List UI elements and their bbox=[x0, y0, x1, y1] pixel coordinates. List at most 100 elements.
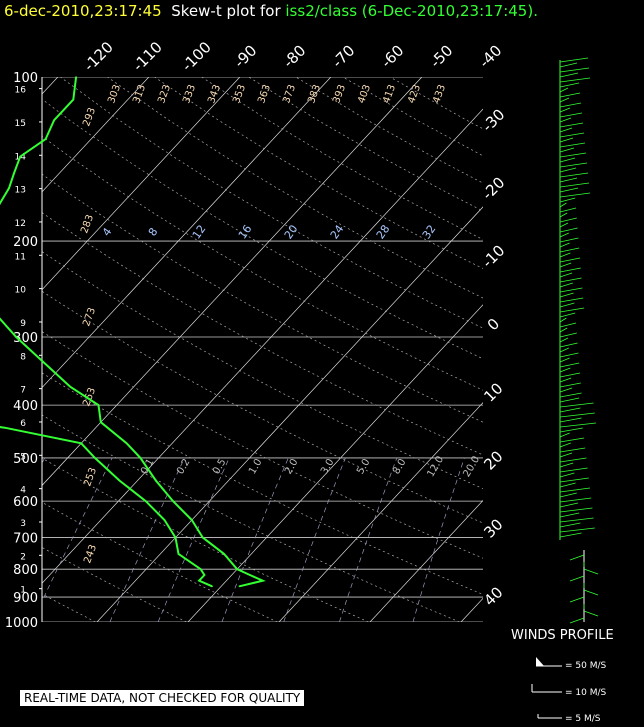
wind-barb bbox=[559, 467, 588, 473]
dewpoint-profile-point bbox=[118, 479, 121, 482]
quality-notice: REAL-TIME DATA, NOT CHECKED FOR QUALITY bbox=[20, 690, 305, 706]
temperature-profile-point bbox=[97, 404, 100, 406]
moist-label: 8.0 bbox=[391, 457, 408, 476]
wind-barb bbox=[559, 192, 591, 198]
wind-barb bbox=[559, 107, 571, 113]
wind-barb bbox=[559, 512, 580, 518]
dry-adiabat-label: 383 bbox=[306, 83, 323, 105]
wind-barb bbox=[559, 437, 585, 443]
wind-barb bbox=[559, 172, 589, 178]
wind-barb bbox=[559, 102, 582, 108]
wind-barb bbox=[559, 127, 573, 133]
wind-barb bbox=[559, 357, 570, 363]
temperature-profile-point bbox=[69, 385, 71, 388]
mixing-ratio-label: 20 bbox=[282, 223, 301, 242]
wind-barb bbox=[559, 462, 574, 468]
dry-adiabat bbox=[295, 77, 483, 184]
wind-barb bbox=[559, 132, 585, 138]
dry-adiabat bbox=[42, 173, 483, 423]
wind-barb bbox=[559, 112, 583, 118]
temp-top-label: -60 bbox=[377, 41, 407, 71]
wind-barb bbox=[559, 367, 571, 373]
isotherm-line bbox=[42, 108, 483, 584]
wind-barb bbox=[559, 62, 578, 68]
legend-flag-50 bbox=[536, 657, 544, 666]
wind-barb bbox=[559, 117, 572, 123]
pressure-tick-label: 1000 bbox=[5, 616, 38, 631]
wind-barb bbox=[559, 497, 592, 503]
wind-barb bbox=[569, 554, 585, 561]
wind-layer bbox=[531, 57, 599, 719]
dewpoint-profile-point bbox=[203, 574, 206, 576]
mixing-ratio-line bbox=[412, 457, 465, 622]
wind-barb bbox=[559, 492, 577, 498]
wind-barb bbox=[559, 382, 581, 388]
wind-barb bbox=[559, 392, 582, 398]
dry-adiabat bbox=[154, 77, 483, 269]
wind-barb bbox=[559, 77, 591, 83]
mixing-ratio-line bbox=[42, 457, 113, 603]
wind-barb bbox=[559, 257, 581, 263]
wind-barb bbox=[559, 252, 571, 258]
dewpoint-profile-point bbox=[211, 585, 213, 588]
wind-barb bbox=[559, 97, 570, 103]
dry-adiabat-label: 273 bbox=[81, 306, 98, 328]
dry-adiabat-label: 433 bbox=[431, 83, 448, 105]
mixing-ratio-line bbox=[109, 457, 185, 622]
mixing-ratio-line bbox=[339, 457, 398, 622]
wind-barb bbox=[559, 372, 581, 378]
wind-barb bbox=[559, 277, 582, 283]
height-tick-label: 8 bbox=[20, 352, 26, 362]
wind-barb bbox=[559, 202, 567, 208]
temp-right-label: 20 bbox=[480, 447, 506, 473]
mixing-ratio-label: 8 bbox=[146, 225, 161, 238]
wind-barb bbox=[559, 87, 569, 93]
temperature-profile-point bbox=[19, 155, 22, 158]
temp-right-label: -10 bbox=[478, 241, 508, 271]
wind-legend-10: = 10 M/S bbox=[565, 688, 607, 698]
temp-right-label: 10 bbox=[480, 379, 506, 405]
wind-barb bbox=[559, 327, 568, 333]
temperature-profile-point bbox=[8, 187, 10, 189]
wind-barb bbox=[559, 287, 583, 293]
wind-barb bbox=[559, 242, 570, 248]
mixing-ratio-label: 24 bbox=[328, 223, 347, 242]
pressure-tick-label: 900 bbox=[13, 591, 38, 606]
dry-adiabat-label: 243 bbox=[82, 543, 99, 565]
mixing-ratio-label: 32 bbox=[420, 223, 439, 242]
dry-adiabat bbox=[42, 457, 369, 622]
wind-barb bbox=[559, 502, 579, 508]
dry-adiabat bbox=[42, 414, 460, 622]
wind-barb bbox=[583, 589, 599, 596]
dewpoint-profile-point bbox=[144, 500, 147, 502]
wind-barb bbox=[559, 317, 567, 323]
wind-barb bbox=[559, 342, 578, 348]
dry-adiabat-label: 333 bbox=[181, 83, 198, 105]
wind-barb bbox=[559, 442, 571, 448]
temperature-profile-point bbox=[100, 421, 102, 424]
dry-adiabat bbox=[42, 98, 483, 360]
temp-top-label: -50 bbox=[426, 41, 456, 71]
mixing-ratio-line bbox=[221, 457, 289, 622]
dewpoint-profile bbox=[0, 426, 213, 588]
temp-top-label: -120 bbox=[80, 38, 117, 75]
temp-right-label: 30 bbox=[480, 515, 506, 541]
temperature-profile-point bbox=[13, 172, 15, 174]
dewpoint-profile-point bbox=[163, 519, 166, 521]
dry-adiabat bbox=[42, 547, 187, 622]
wind-barb bbox=[559, 162, 588, 168]
wind-barb bbox=[559, 427, 583, 433]
moist-label: 2.0 bbox=[283, 457, 300, 476]
wind-barb bbox=[559, 212, 568, 218]
wind-barb bbox=[559, 332, 577, 338]
dry-adiabat-label: 413 bbox=[381, 83, 398, 105]
height-tick-label: 15 bbox=[15, 119, 26, 129]
dry-adiabat-label: 313 bbox=[131, 83, 148, 105]
pressure-tick-label: 600 bbox=[13, 495, 38, 510]
wind-barb bbox=[559, 267, 581, 273]
isotherm-line bbox=[369, 499, 483, 622]
mixing-ratio-label: 16 bbox=[236, 223, 255, 242]
isotherm-line bbox=[42, 77, 241, 291]
temp-top-label: -100 bbox=[178, 38, 215, 75]
height-tick-label: 10 bbox=[15, 286, 27, 296]
